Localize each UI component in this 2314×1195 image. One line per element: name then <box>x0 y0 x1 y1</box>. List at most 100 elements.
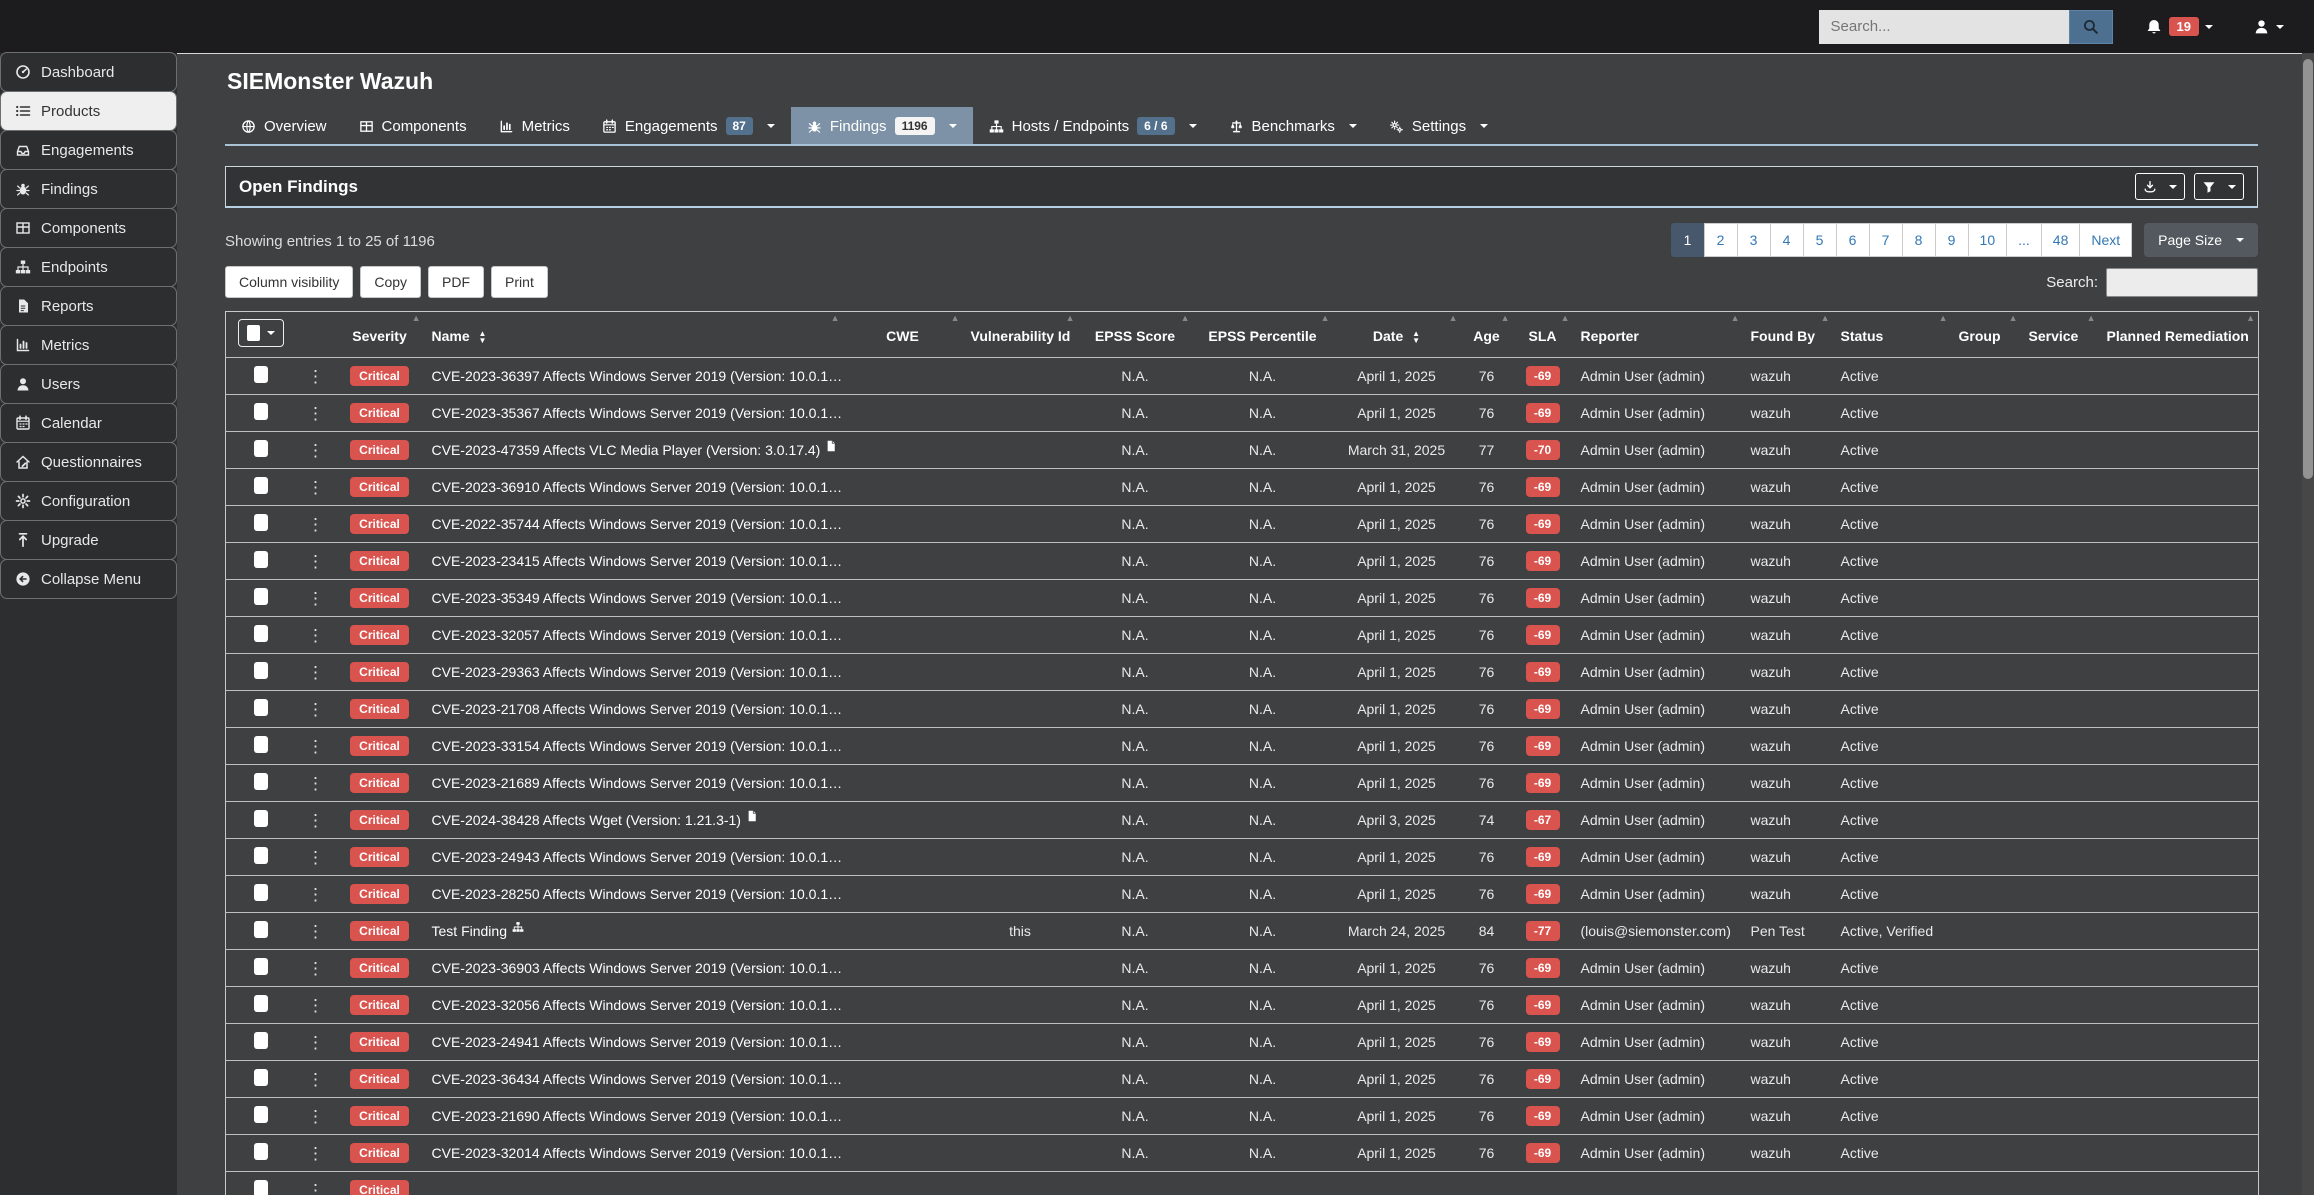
row-checkbox[interactable] <box>253 477 268 494</box>
finding-name-link[interactable]: Test Finding <box>431 923 507 939</box>
user-menu[interactable] <box>2253 18 2284 35</box>
row-checkbox[interactable] <box>253 884 268 901</box>
finding-row[interactable]: ⋮ Critical CVE-2023-28250 Affects Window… <box>225 875 2259 913</box>
finding-name-link[interactable]: CVE-2023-36434 Affects Windows Server 20… <box>431 1071 843 1087</box>
finding-name-link[interactable]: CVE-2023-32057 Affects Windows Server 20… <box>431 627 843 643</box>
sidebar-item[interactable]: Endpoints <box>0 247 177 287</box>
row-checkbox[interactable] <box>253 1106 268 1123</box>
sidebar-item[interactable]: Dashboard <box>0 52 177 92</box>
finding-row[interactable]: ⋮ Critical Test Finding this N.A. N.A. M… <box>225 912 2259 950</box>
row-menu-kebab-icon[interactable]: ⋮ <box>307 699 324 719</box>
finding-name-link[interactable]: CVE-2023-33154 Affects Windows Server 20… <box>431 738 843 754</box>
pagination-page[interactable]: 9 <box>1934 223 1969 257</box>
row-menu-kebab-icon[interactable]: ⋮ <box>307 588 324 608</box>
column-header[interactable]: ▲ EPSS Score <box>1078 312 1193 358</box>
row-menu-kebab-icon[interactable]: ⋮ <box>307 662 324 682</box>
pagination-page[interactable]: 2 <box>1703 223 1738 257</box>
pagination-page[interactable]: 5 <box>1802 223 1837 257</box>
column-header[interactable]: ▲ Reporter <box>1573 312 1743 358</box>
column-header[interactable]: ▲ Name ▲ ▼ <box>424 312 843 358</box>
scrollbar-thumb[interactable] <box>2303 59 2313 479</box>
finding-name-link[interactable]: CVE-2023-23415 Affects Windows Server 20… <box>431 553 843 569</box>
select-all-button[interactable] <box>237 319 284 347</box>
finding-row[interactable]: ⋮ Critical CVE-2024-38428 Affects Wget (… <box>225 801 2259 839</box>
column-header[interactable]: ▲ Found By <box>1743 312 1833 358</box>
pagination-page[interactable]: ... <box>2006 223 2042 257</box>
table-tool-button[interactable]: Copy <box>360 266 422 298</box>
sidebar-item[interactable]: Findings <box>0 169 177 209</box>
column-header[interactable]: ▲ Severity <box>336 312 424 358</box>
row-menu-kebab-icon[interactable]: ⋮ <box>307 810 324 830</box>
row-menu-kebab-icon[interactable]: ⋮ <box>307 847 324 867</box>
sidebar-item[interactable]: Upgrade <box>0 520 177 560</box>
search-input[interactable] <box>1818 9 2069 44</box>
finding-name-link[interactable]: CVE-2023-47359 Affects VLC Media Player … <box>431 442 821 458</box>
column-header[interactable]: ▲ Group <box>1951 312 2021 358</box>
row-menu-kebab-icon[interactable]: ⋮ <box>307 366 324 386</box>
finding-row[interactable]: ⋮ Critical <box>225 1171 2259 1195</box>
finding-row[interactable]: ⋮ Critical CVE-2023-32014 Affects Window… <box>225 1134 2259 1172</box>
finding-row[interactable]: ⋮ Critical CVE-2023-36434 Affects Window… <box>225 1060 2259 1098</box>
row-menu-kebab-icon[interactable]: ⋮ <box>307 1143 324 1163</box>
column-header[interactable]: ▲ CWE <box>843 312 963 358</box>
table-search-input[interactable] <box>2106 267 2258 297</box>
tab[interactable]: Overview <box>225 107 343 144</box>
filter-button[interactable] <box>2194 173 2244 200</box>
sidebar-item[interactable]: Users <box>0 364 177 404</box>
finding-row[interactable]: ⋮ Critical CVE-2023-33154 Affects Window… <box>225 727 2259 765</box>
row-checkbox[interactable] <box>253 1069 268 1086</box>
finding-row[interactable]: ⋮ Critical CVE-2023-21708 Affects Window… <box>225 690 2259 728</box>
finding-row[interactable]: ⋮ Critical CVE-2023-32057 Affects Window… <box>225 616 2259 654</box>
sidebar-item[interactable]: Reports <box>0 286 177 326</box>
column-header[interactable]: ▲ Service <box>2021 312 2099 358</box>
finding-row[interactable]: ⋮ Critical CVE-2023-23415 Affects Window… <box>225 542 2259 580</box>
sidebar-item[interactable]: Products <box>0 91 177 131</box>
finding-name-link[interactable]: CVE-2023-24943 Affects Windows Server 20… <box>431 849 843 865</box>
row-checkbox[interactable] <box>253 810 268 827</box>
column-header[interactable]: ▲ Vulnerability Id <box>963 312 1078 358</box>
column-header[interactable]: ▲ EPSS Percentile <box>1193 312 1333 358</box>
sidebar-item[interactable]: Configuration <box>0 481 177 521</box>
pagination-page[interactable]: Next <box>2079 223 2133 257</box>
row-checkbox[interactable] <box>253 440 268 457</box>
column-header[interactable]: ▲ Date ▲ ▼ <box>1333 312 1461 358</box>
pagination-page[interactable]: 4 <box>1769 223 1804 257</box>
row-menu-kebab-icon[interactable]: ⋮ <box>307 958 324 978</box>
finding-row[interactable]: ⋮ Critical CVE-2023-36903 Affects Window… <box>225 949 2259 987</box>
tab[interactable]: Hosts / Endpoints 6 / 6 <box>973 107 1213 144</box>
row-checkbox[interactable] <box>253 773 268 790</box>
row-menu-kebab-icon[interactable]: ⋮ <box>307 1180 324 1195</box>
finding-name-link[interactable]: CVE-2023-21689 Affects Windows Server 20… <box>431 775 843 791</box>
finding-name-link[interactable]: CVE-2023-28250 Affects Windows Server 20… <box>431 886 843 902</box>
finding-name-link[interactable]: CVE-2023-24941 Affects Windows Server 20… <box>431 1034 843 1050</box>
page-size-button[interactable]: Page Size <box>2144 223 2258 257</box>
finding-name-link[interactable]: CVE-2023-32014 Affects Windows Server 20… <box>431 1145 843 1161</box>
row-checkbox[interactable] <box>253 1180 268 1195</box>
search-button[interactable] <box>2068 9 2113 44</box>
finding-name-link[interactable]: CVE-2023-21690 Affects Windows Server 20… <box>431 1108 843 1124</box>
row-checkbox[interactable] <box>253 958 268 975</box>
pagination-page[interactable]: 6 <box>1835 223 1870 257</box>
finding-name-link[interactable]: CVE-2024-38428 Affects Wget (Version: 1.… <box>431 812 741 828</box>
row-menu-kebab-icon[interactable]: ⋮ <box>307 921 324 941</box>
finding-name-link[interactable]: CVE-2023-21708 Affects Windows Server 20… <box>431 701 843 717</box>
row-checkbox[interactable] <box>253 921 268 938</box>
table-tool-button[interactable]: PDF <box>428 266 485 298</box>
row-menu-kebab-icon[interactable]: ⋮ <box>307 440 324 460</box>
row-menu-kebab-icon[interactable]: ⋮ <box>307 1106 324 1126</box>
finding-row[interactable]: ⋮ Critical CVE-2023-21690 Affects Window… <box>225 1097 2259 1135</box>
table-tool-button[interactable]: Column visibility <box>225 266 354 298</box>
row-menu-kebab-icon[interactable]: ⋮ <box>307 403 324 423</box>
column-header[interactable]: ▲ Status <box>1833 312 1951 358</box>
notifications-menu[interactable]: 19 <box>2145 17 2213 36</box>
sidebar-item[interactable]: Calendar <box>0 403 177 443</box>
row-checkbox[interactable] <box>253 699 268 716</box>
pagination-page[interactable]: 3 <box>1736 223 1771 257</box>
tab[interactable]: Settings <box>1373 107 1504 144</box>
row-checkbox[interactable] <box>253 1032 268 1049</box>
finding-row[interactable]: ⋮ Critical CVE-2023-21689 Affects Window… <box>225 764 2259 802</box>
row-checkbox[interactable] <box>253 662 268 679</box>
row-menu-kebab-icon[interactable]: ⋮ <box>307 995 324 1015</box>
finding-row[interactable]: ⋮ Critical CVE-2023-35349 Affects Window… <box>225 579 2259 617</box>
finding-row[interactable]: ⋮ Critical CVE-2023-24943 Affects Window… <box>225 838 2259 876</box>
